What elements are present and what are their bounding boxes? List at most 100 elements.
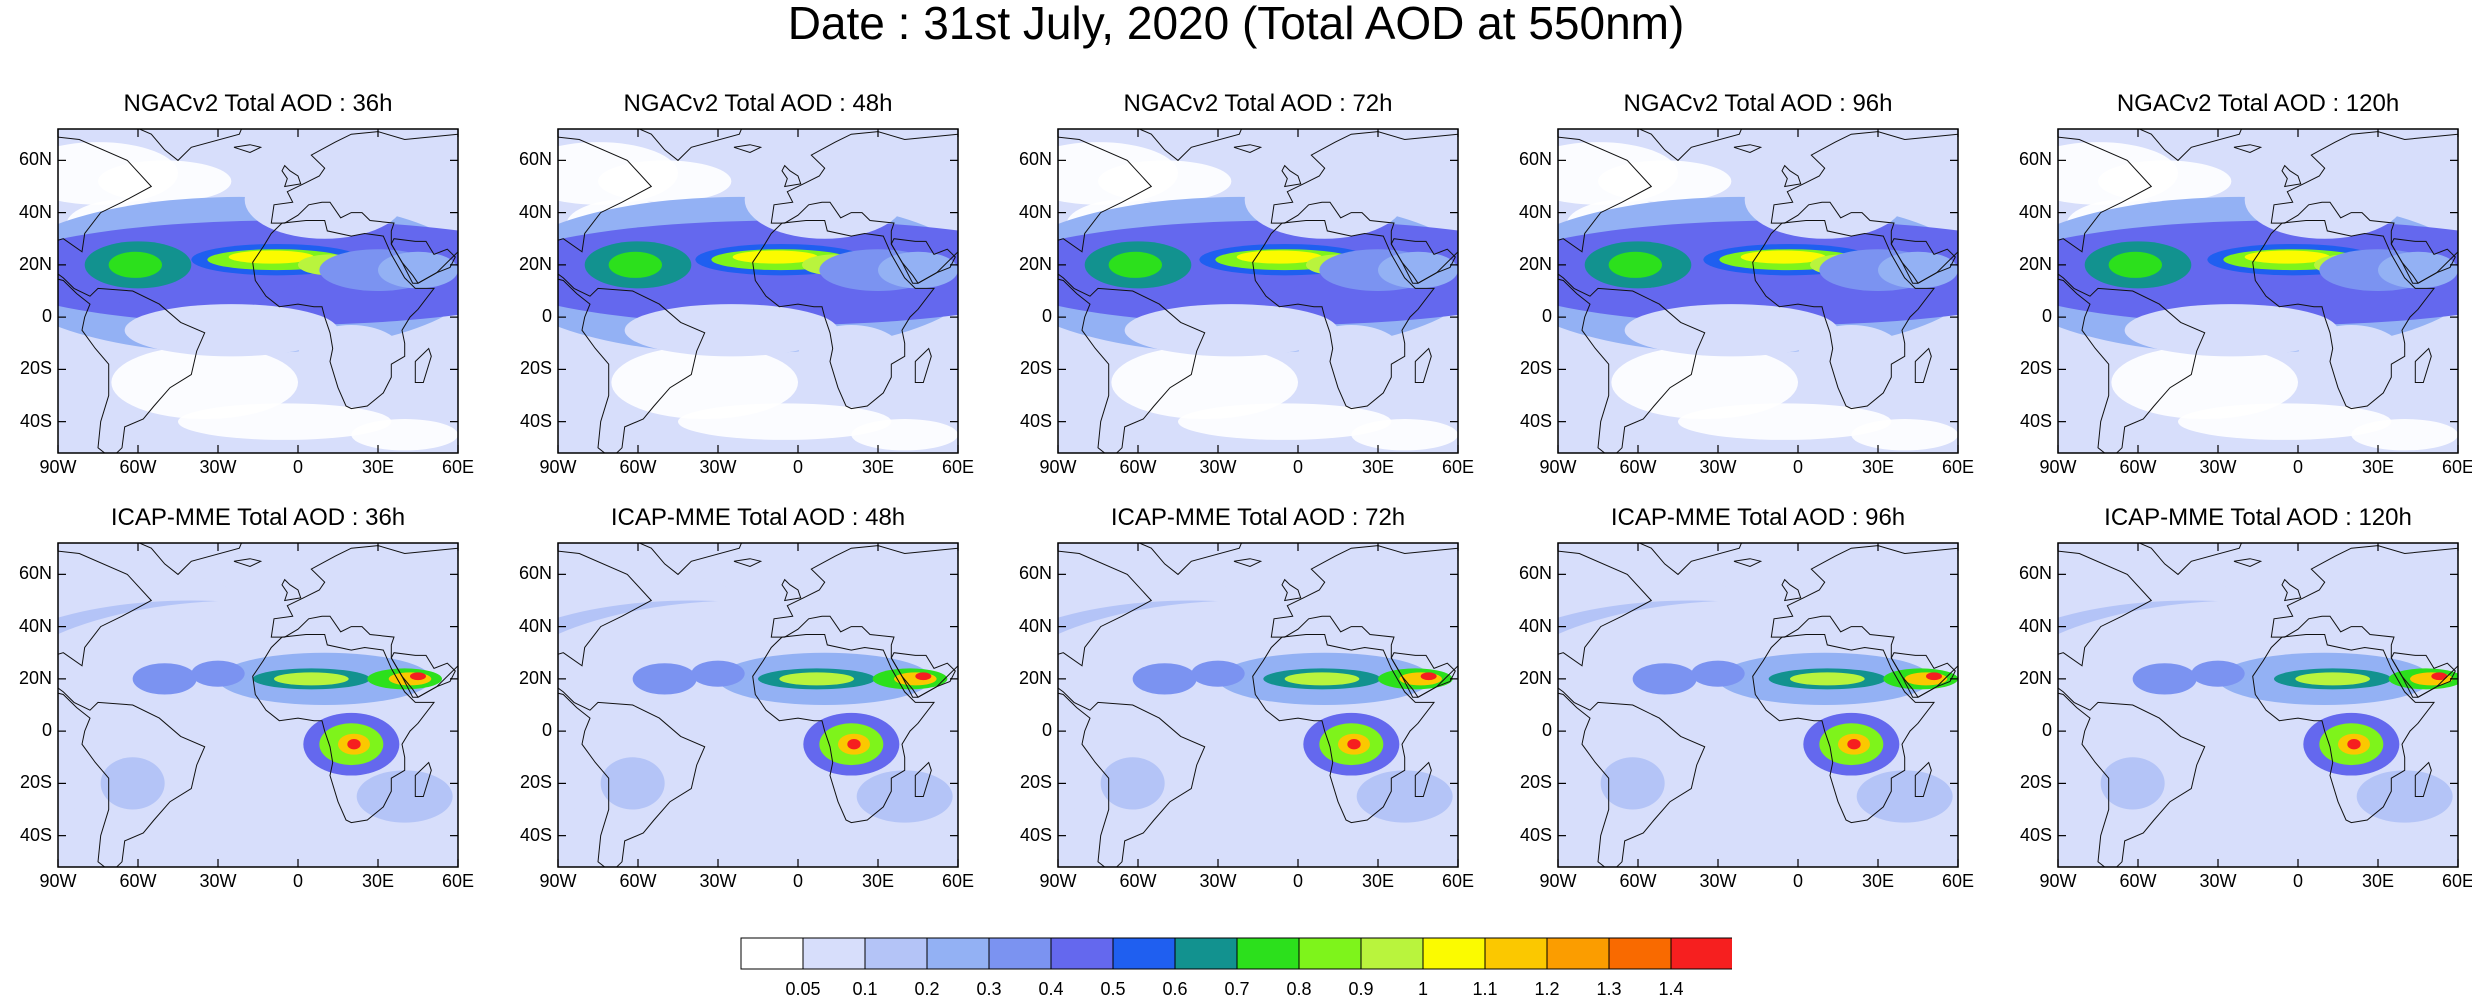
lon-tick-label: 60W: [1119, 457, 1157, 477]
americas-outline: [2058, 136, 2206, 453]
map-panel: NGACv2 Total AOD : 36h 60N 40N 20N 0 20S 40S 90…: [0, 84, 480, 484]
africa-outline: [252, 220, 436, 410]
greenland-outline: [2138, 129, 2243, 162]
lon-tick-label: 90W: [539, 871, 577, 891]
lat-tick-label: 20N: [1518, 667, 1552, 688]
lon-tick-label: 60E: [941, 457, 975, 477]
colorbar-swatch: [926, 937, 990, 970]
aod-plume: [1244, 160, 1405, 239]
lat-tick-label: 40N: [18, 615, 52, 636]
iceland-outline: [2233, 558, 2263, 568]
aod-plume: [244, 160, 405, 239]
lon-tick-label: 60E: [2441, 457, 2472, 477]
lon-tick-label: 30W: [1699, 457, 1737, 477]
lat-tick-label: 40S: [519, 410, 552, 431]
madagascar-outline: [414, 347, 432, 383]
eurasia-outline: [270, 131, 458, 284]
iceland-outline: [1233, 558, 1263, 568]
aod-plume: [1878, 251, 1958, 289]
aod-plume: [132, 663, 197, 695]
lon-tick-label: 90W: [39, 457, 77, 477]
lat-tick-label: 20S: [2019, 358, 2052, 379]
aod-plume: [744, 160, 905, 239]
lat-tick-label: 20N: [2018, 253, 2052, 274]
lat-tick-label: 0: [2041, 306, 2052, 327]
lat-tick-label: 60N: [518, 149, 552, 170]
lon-tick-label: 60E: [441, 457, 475, 477]
americas-outline: [1058, 550, 1206, 867]
africa-outline: [2252, 634, 2436, 824]
lon-tick-label: 90W: [1039, 457, 1077, 477]
lat-tick-label: 40S: [2019, 410, 2052, 431]
lon-tick-label: 30E: [861, 871, 895, 891]
colorbar-label: 1.4: [1658, 979, 1684, 999]
lat-tick-label: 0: [2041, 720, 2052, 741]
uk-outline: [1781, 578, 1802, 602]
lat-tick-label: 40N: [2018, 201, 2052, 222]
arabia-outline: [390, 238, 456, 284]
americas-outline: [58, 136, 206, 453]
lon-tick-label: 60E: [941, 871, 975, 891]
lon-tick-label: 60W: [619, 457, 657, 477]
lon-tick-label: 30E: [1361, 871, 1395, 891]
americas-outline: [558, 550, 706, 867]
lat-tick-label: 40N: [1518, 201, 1552, 222]
aod-plume: [691, 660, 745, 687]
colorbar-swatch: [864, 937, 928, 970]
aod-plume: [608, 251, 662, 278]
lon-tick-label: 0: [1792, 457, 1803, 477]
madagascar-outline: [1414, 347, 1432, 383]
uk-outline: [1781, 164, 1802, 188]
aod-map: [1057, 128, 1459, 454]
panel-title: NGACv2 Total AOD : 72h: [1123, 90, 1393, 117]
lon-tick-label: 90W: [39, 871, 77, 891]
aod-plume: [2298, 324, 2405, 388]
greenland-outline: [138, 129, 243, 162]
aod-plume: [1624, 304, 1838, 357]
africa-outline: [1752, 634, 1936, 824]
aod-plume: [228, 250, 314, 264]
aod-plume: [100, 757, 165, 810]
map-panel: NGACv2 Total AOD : 72h 60N 40N 20N 0 20S 40S 90…: [1000, 84, 1480, 484]
lat-tick-label: 20N: [18, 667, 52, 688]
uk-outline: [1281, 164, 1302, 188]
aod-plume: [1600, 757, 1665, 810]
aod-plume: [1790, 672, 1865, 686]
uk-outline: [781, 578, 802, 602]
lon-tick-label: 30E: [2361, 457, 2395, 477]
aod-plume: [1744, 160, 1905, 239]
lon-tick-label: 30E: [861, 457, 895, 477]
aod-plume: [1608, 251, 1662, 278]
map-panel: ICAP-MME Total AOD : 120h 60N 40N 20N 0 20S 40…: [2000, 498, 2472, 898]
greenland-outline: [638, 129, 743, 162]
lon-tick-label: 30W: [1199, 871, 1237, 891]
lon-tick-label: 0: [1792, 871, 1803, 891]
aod-plume: [1284, 672, 1360, 686]
aod-plume: [2244, 160, 2405, 239]
lat-tick-label: 0: [541, 720, 552, 741]
colorbar-label: 0.2: [914, 979, 940, 999]
lon-tick-label: 60E: [2441, 871, 2472, 891]
aod-plume: [878, 251, 958, 289]
aod-plume: [274, 672, 349, 686]
lon-tick-label: 30W: [1699, 871, 1737, 891]
aod-plume: [108, 251, 162, 278]
greenland-outline: [138, 543, 243, 576]
madagascar-outline: [2414, 347, 2432, 383]
aod-plume: [1740, 250, 1826, 264]
colorbar-label: 0.7: [1224, 979, 1250, 999]
americas-outline: [1558, 550, 1706, 867]
colorbar-label: 1.2: [1534, 979, 1560, 999]
iceland-outline: [1733, 144, 1763, 154]
arabia-outline: [890, 238, 956, 284]
lon-tick-label: 30W: [699, 871, 737, 891]
aod-plume: [2431, 672, 2448, 681]
panel-title: ICAP-MME Total AOD : 36h: [110, 504, 406, 531]
colorbar-label: 0.4: [1038, 979, 1064, 999]
aod-plume: [2108, 251, 2162, 278]
lat-tick-label: 20S: [1019, 772, 1052, 793]
lon-tick-label: 30E: [1861, 871, 1895, 891]
uk-outline: [281, 578, 302, 602]
map-panel: NGACv2 Total AOD : 120h 60N 40N 20N 0 20S 40S 9…: [2000, 84, 2472, 484]
americas-outline: [58, 550, 206, 867]
